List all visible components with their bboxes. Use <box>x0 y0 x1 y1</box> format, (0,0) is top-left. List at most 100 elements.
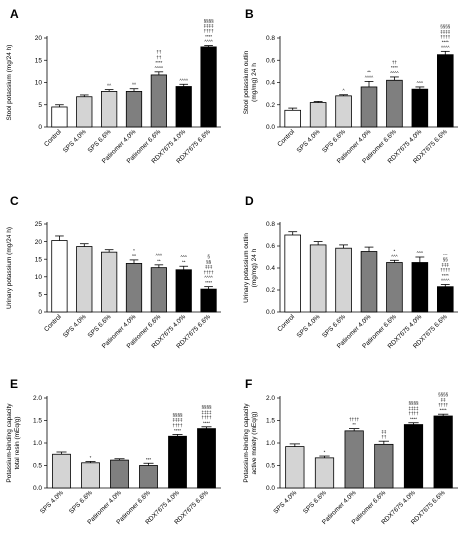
significance-label: ‡‡‡‡ <box>440 29 451 34</box>
x-tick-label: SPS 4.0% <box>272 489 298 515</box>
significance-label: **** <box>442 273 449 278</box>
bar <box>197 428 216 489</box>
bar <box>285 446 305 489</box>
y-tick-label: 0.0 <box>266 309 275 316</box>
bar <box>51 240 68 313</box>
significance-label: ^ <box>343 88 346 93</box>
y-tick-label: 0.5 <box>266 463 275 470</box>
y-tick-label: 1.0 <box>33 440 42 447</box>
significance-label: §§ <box>443 257 449 262</box>
x-tick-label: SPS 6.6% <box>87 313 113 339</box>
significance-label: †††† <box>440 268 451 273</box>
bar <box>200 46 217 128</box>
panel-c: C Urinary potassium (mg/24 h) 0 5 10 15 20 25 Co… <box>6 194 221 350</box>
x-tick-label: SPS 6.6% <box>87 128 113 154</box>
significance-label: ^^^^ <box>204 39 213 44</box>
significance-label: **** <box>155 60 162 65</box>
bar <box>175 269 192 313</box>
x-tick-label: SPS 4.0% <box>62 313 88 339</box>
bar <box>411 88 429 128</box>
bar <box>101 91 118 128</box>
x-tick-label: SPS 6.6% <box>302 489 328 515</box>
bar <box>81 462 100 489</box>
bar <box>433 415 453 489</box>
significance-label: * <box>133 248 135 253</box>
significance-label: ** <box>367 70 371 75</box>
significance-label: †† <box>392 60 398 65</box>
y-tick-label: 0.4 <box>266 80 275 87</box>
bar <box>125 263 143 313</box>
y-tick-label: 0.6 <box>266 57 275 64</box>
panel-letter: F <box>245 377 252 391</box>
bar <box>335 247 352 313</box>
y-tick-label: 0.2 <box>266 287 275 294</box>
panel-f: F Potassium-binding capacity active moiety… <box>243 377 458 526</box>
significance-label: ‡‡‡‡ <box>201 410 212 415</box>
x-tick-label: Control <box>43 313 63 333</box>
y-tick-label: 5 <box>38 102 42 109</box>
significance-label: §§§§ <box>204 18 215 23</box>
significance-label: §§§§ <box>440 24 451 29</box>
x-tick-label: SPS 6.6% <box>321 313 347 339</box>
y-axis-title: Stool potassium (mg/24 h) <box>6 45 13 121</box>
significance-label: ^^^ <box>181 255 188 260</box>
significance-label: --- <box>443 252 448 257</box>
y-axis-title: active moiety (mEq/g) <box>251 412 258 475</box>
panel-a: A Stool potassium (mg/24 h) 0 5 10 15 20 Contro… <box>6 7 221 165</box>
y-axis-title: Stool potassium outlin <box>243 50 250 114</box>
y-tick-label: 0.0 <box>33 485 42 492</box>
y-tick-label: 20 <box>35 35 43 42</box>
y-tick-label: 0.0 <box>266 124 275 131</box>
panel-letter: E <box>10 377 18 391</box>
significance-label: **** <box>174 428 181 433</box>
significance-label: **** <box>391 65 398 70</box>
bar <box>309 102 327 128</box>
significance-label: ^^^^ <box>179 78 188 83</box>
significance-label: †† <box>156 50 162 55</box>
bar <box>284 109 301 128</box>
significance-label: * <box>324 450 326 455</box>
y-axis-title: (mg/mg) 24 h <box>251 63 258 102</box>
significance-label: * <box>394 249 396 254</box>
significance-label: ‡‡ <box>381 430 387 435</box>
y-tick-label: 2.0 <box>33 395 42 402</box>
significance-label: ‡‡ <box>441 397 447 402</box>
bar <box>344 430 364 489</box>
significance-label: **** <box>205 34 212 39</box>
significance-label: †††† <box>438 403 449 408</box>
bar <box>314 457 335 489</box>
significance-label: ** <box>157 258 161 263</box>
significance-label: ‡‡‡ <box>205 265 213 270</box>
bar <box>360 86 378 128</box>
significance-label: §§§§ <box>201 405 212 410</box>
significance-label: §§§§ <box>172 412 183 417</box>
bar <box>168 435 187 489</box>
significance-label: †††† <box>349 417 360 422</box>
y-tick-label: 0.0 <box>266 485 275 492</box>
y-tick-label: 10 <box>35 80 43 87</box>
significance-label: ^^^^ <box>390 70 399 75</box>
x-tick-label: Control <box>43 128 63 148</box>
significance-label: †††† <box>408 411 419 416</box>
y-tick-label: 10 <box>35 274 43 281</box>
y-tick-label: 20 <box>35 239 43 246</box>
bar <box>76 246 93 313</box>
significance-label: ^^^ <box>417 251 424 256</box>
significance-label: ^^^^ <box>365 75 374 80</box>
x-tick-label: SPS 4.0% <box>62 128 88 154</box>
y-tick-label: 25 <box>35 221 43 228</box>
y-axis-title: Urinary potassium outlin <box>243 233 250 303</box>
significance-label: ^^^^ <box>204 275 213 280</box>
y-tick-label: 0.5 <box>33 463 42 470</box>
significance-label: ‡‡‡‡ <box>172 418 183 423</box>
bar <box>437 286 454 313</box>
significance-label: ^^ <box>132 253 137 258</box>
bar <box>284 234 301 313</box>
significance-label: §§§§ <box>408 401 419 406</box>
significance-label: §§§§ <box>438 392 449 397</box>
significance-label: **** <box>440 408 447 413</box>
y-tick-label: 1.0 <box>266 440 275 447</box>
x-tick-label: SPS 6.6% <box>321 128 347 154</box>
significance-label: **** <box>410 416 417 421</box>
